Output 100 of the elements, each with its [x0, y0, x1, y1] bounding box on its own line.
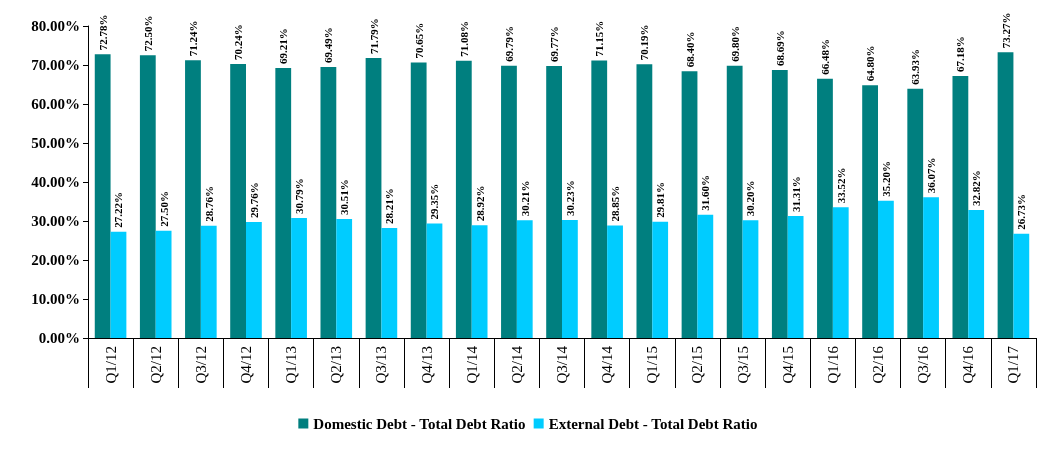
data-label: 29.81%: [654, 181, 667, 218]
x-tick-label: Q1/16: [824, 345, 841, 384]
bar: [878, 200, 894, 338]
bar: [862, 85, 878, 338]
bar: [817, 78, 833, 338]
x-tick-label: Q4/13: [418, 346, 435, 384]
bar: [907, 88, 924, 338]
x-tick-label: Q2/12: [147, 346, 164, 384]
bar: [501, 65, 517, 338]
data-label: 67.18%: [954, 36, 967, 72]
bar: [591, 60, 608, 338]
data-label: 35.20%: [879, 160, 892, 197]
x-tick-label: Q3/13: [373, 346, 390, 384]
bar: [636, 64, 653, 338]
bar: [471, 225, 488, 338]
data-label: 31.60%: [699, 175, 712, 211]
data-label: 28.21%: [383, 188, 396, 224]
data-label: 70.19%: [638, 24, 651, 61]
data-label: 36.07%: [925, 157, 938, 194]
bar: [291, 217, 307, 338]
bar: [607, 225, 623, 338]
data-label: 71.15%: [593, 20, 606, 57]
bar: [275, 68, 292, 338]
bar: [923, 197, 939, 338]
data-label: 30.51%: [338, 179, 351, 216]
x-tick-label: Q1/15: [644, 346, 661, 384]
y-tick-label: 50.00%: [31, 135, 80, 151]
bar: [562, 220, 578, 338]
x-tick-label: Q1/14: [463, 345, 480, 384]
data-label: 70.24%: [232, 24, 245, 61]
bar: [652, 221, 669, 338]
data-label: 28.76%: [202, 186, 215, 222]
data-label: 31.31%: [789, 176, 802, 212]
bar: [200, 225, 217, 338]
data-label: 69.49%: [322, 27, 335, 63]
data-label: 69.21%: [277, 28, 290, 65]
data-label: 30.23%: [563, 180, 576, 217]
data-label: 72.78%: [96, 14, 109, 51]
bar: [320, 66, 337, 338]
bar: [246, 221, 262, 338]
data-label: 27.50%: [157, 191, 170, 227]
bar: [230, 64, 246, 338]
data-label: 63.93%: [909, 48, 922, 85]
bar: [681, 71, 698, 338]
x-tick-label: Q4/12: [238, 346, 254, 384]
x-tick-label: Q2/15: [689, 346, 706, 384]
y-tick-label: 70.00%: [31, 57, 80, 73]
x-tick-label: Q1/17: [1005, 345, 1022, 384]
data-label: 28.92%: [473, 185, 486, 222]
y-tick-label: 80.00%: [31, 18, 80, 34]
bar: [426, 223, 443, 338]
data-label: 32.82%: [970, 170, 983, 206]
y-tick-label: 60.00%: [31, 96, 80, 112]
y-tick-label: 0.00%: [38, 330, 80, 346]
data-label: 27.22%: [112, 192, 125, 228]
data-label: 69.79%: [502, 26, 515, 62]
y-tick-label: 40.00%: [31, 174, 80, 190]
x-tick-label: Q3/16: [915, 345, 932, 384]
x-tick-label: Q3/14: [554, 345, 570, 384]
bar: [787, 215, 804, 338]
bar: [726, 65, 743, 338]
bar: [94, 54, 111, 338]
data-label: 73.27%: [999, 12, 1012, 49]
bar: [410, 62, 427, 338]
data-label: 29.35%: [428, 183, 441, 220]
data-label: 66.48%: [818, 38, 831, 75]
bar: [968, 210, 985, 338]
y-tick-label: 20.00%: [31, 252, 80, 268]
bar: [771, 70, 788, 338]
bar: [546, 65, 562, 338]
x-tick-label: Q2/13: [328, 346, 345, 384]
bar: [455, 60, 472, 338]
bar: [336, 219, 353, 338]
bar: [997, 52, 1014, 338]
data-label: 30.21%: [518, 180, 531, 217]
bar: [1013, 233, 1030, 338]
x-tick-label: Q1/12: [102, 346, 119, 384]
data-label: 69.77%: [548, 26, 561, 62]
x-tick-label: Q3/15: [734, 346, 751, 384]
legend-label: Domestic Debt - Total Debt Ratio: [313, 415, 526, 432]
bar: [110, 231, 127, 338]
data-label: 69.80%: [728, 26, 741, 62]
bar: [185, 60, 201, 338]
data-label: 68.69%: [773, 30, 786, 67]
data-label: 71.24%: [186, 20, 199, 57]
legend-label: External Debt - Total Debt Ratio: [548, 415, 758, 432]
x-tick-label: Q1/13: [283, 346, 300, 384]
bar: [952, 76, 969, 338]
data-label: 68.40%: [683, 31, 696, 68]
bar: [155, 230, 172, 338]
bar: [742, 220, 759, 338]
bar: [381, 227, 398, 338]
y-tick-label: 30.00%: [31, 213, 80, 229]
x-tick-label: Q4/14: [599, 345, 616, 384]
data-label: 71.08%: [457, 21, 470, 57]
bar: [139, 55, 156, 338]
x-tick-label: Q2/16: [870, 345, 886, 384]
data-label: 30.20%: [744, 180, 757, 217]
x-tick-label: Q4/15: [779, 346, 796, 384]
x-tick-label: Q3/12: [192, 346, 209, 384]
